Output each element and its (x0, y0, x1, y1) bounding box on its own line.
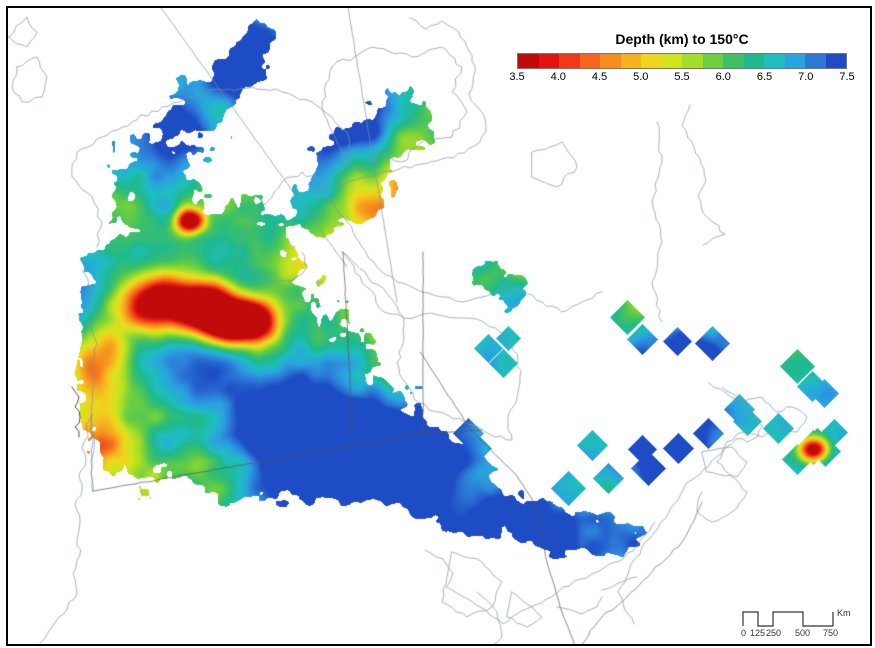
svg-text:Km: Km (837, 608, 851, 618)
svg-text:500: 500 (795, 628, 810, 638)
svg-text:250: 250 (766, 628, 781, 638)
svg-text:0: 0 (741, 628, 746, 638)
svg-text:125: 125 (750, 628, 765, 638)
svg-text:750: 750 (823, 628, 838, 638)
